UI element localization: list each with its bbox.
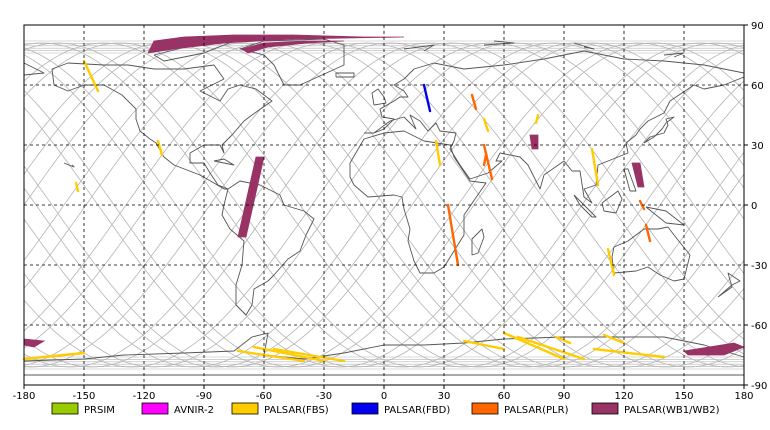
x-tick-label: 60: [498, 391, 511, 402]
x-axis-ticks: -180 -150 -120 -90 -60 -30 0 30 60 90 120 150 180: [13, 385, 754, 402]
swath-palsar-fbs: [462, 339, 506, 351]
swath-palsar-fbs: [236, 349, 306, 363]
swath-palsar-wb1-wb2: [683, 342, 746, 356]
coastline: [23, 332, 745, 376]
legend-swatch: [51, 402, 79, 415]
x-tick-label: 90: [558, 391, 571, 402]
coastline: [239, 38, 345, 86]
x-tick-label: -30: [316, 391, 332, 402]
swath-palsar-fbd: [422, 83, 432, 113]
legend-label: PALSAR(PLR): [504, 405, 569, 416]
x-tick-label: -180: [13, 391, 36, 402]
swath-palsar-fbs: [22, 351, 86, 361]
y-tick-label: -30: [751, 261, 767, 272]
x-tick-label: 0: [381, 391, 387, 402]
coastline: [623, 168, 637, 192]
y-axis-ticks: 90 60 30 0 -30 -60 -90: [744, 21, 767, 392]
swath-palsar-fbs: [156, 139, 164, 157]
swath-palsar-fbs: [534, 113, 540, 125]
x-tick-label: 150: [674, 391, 693, 402]
legend-label: AVNIR-2: [174, 405, 214, 416]
swath-palsar-wb1-wb2: [147, 34, 405, 54]
swath-palsar-plr: [470, 93, 478, 111]
swath-palsar-fbs: [252, 345, 326, 363]
swath-palsar-fbs: [272, 347, 346, 363]
coastline: [471, 228, 485, 256]
swath-palsar-fbs: [434, 139, 442, 167]
swath-palsar-fbs: [74, 181, 80, 193]
observation-swaths: [22, 34, 746, 363]
x-tick-label: 30: [438, 391, 451, 402]
y-tick-label: -90: [751, 381, 767, 392]
swath-palsar-wb1-wb2: [237, 156, 265, 238]
swath-palsar-wb1-wb2: [631, 162, 645, 188]
y-tick-label: 60: [751, 81, 764, 92]
swath-palsar-plr: [482, 153, 488, 167]
legend-label: PALSAR(FBD): [384, 405, 450, 416]
swath-palsar-fbs: [516, 335, 586, 361]
coastline: [364, 50, 745, 204]
y-tick-label: 90: [751, 21, 764, 32]
x-tick-label: -90: [196, 391, 212, 402]
swath-palsar-fbs: [606, 247, 616, 277]
x-tick-label: -120: [133, 391, 156, 402]
coastline: [403, 44, 435, 52]
x-tick-label: 120: [614, 391, 633, 402]
y-tick-label: -60: [751, 321, 767, 332]
grid-lines: [24, 25, 744, 385]
swath-palsar-fbs: [554, 335, 572, 345]
swath-palsar-fbs: [602, 333, 626, 345]
coastline: [23, 62, 45, 76]
x-tick-label: -150: [73, 391, 96, 402]
swath-palsar-fbs: [82, 59, 100, 93]
legend-swatch: [141, 402, 169, 415]
swath-palsar-fbs: [592, 347, 666, 359]
coastline: [643, 116, 675, 144]
x-tick-label: 180: [734, 391, 753, 402]
y-tick-label: 30: [751, 141, 764, 152]
coastline: [573, 42, 595, 50]
legend-swatch: [471, 402, 499, 415]
swath-palsar-fbs: [590, 147, 600, 187]
coastline: [717, 272, 741, 298]
legend-swatch: [591, 402, 619, 415]
coastline: [335, 72, 355, 78]
swath-palsar-plr: [482, 143, 494, 181]
coastline: [213, 158, 235, 166]
coastline: [51, 62, 273, 190]
swath-palsar-fbs: [502, 331, 566, 361]
x-tick-label: -60: [256, 391, 272, 402]
coastline: [483, 40, 515, 46]
legend-swatch: [351, 402, 379, 415]
legend-label: PALSAR(FBS): [264, 405, 329, 416]
legend-swatch: [231, 402, 259, 415]
swath-palsar-plr: [644, 223, 652, 243]
swath-palsar-wb1-wb2: [529, 134, 539, 150]
coastline: [63, 162, 75, 168]
legend: PRSIM AVNIR-2 PALSAR(FBS) PALSAR(FBD) PALSAR…: [51, 402, 720, 416]
coastline: [573, 194, 597, 218]
coastline: [601, 190, 623, 214]
y-tick-label: 0: [751, 201, 757, 212]
swath-palsar-wb1-wb2: [241, 40, 345, 54]
swath-palsar-plr: [446, 203, 460, 267]
swath-palsar-fbs: [482, 117, 490, 133]
legend-label: PALSAR(WB1/WB2): [624, 405, 720, 416]
coastline: [663, 52, 685, 58]
legend-label: PRSIM: [84, 405, 115, 416]
